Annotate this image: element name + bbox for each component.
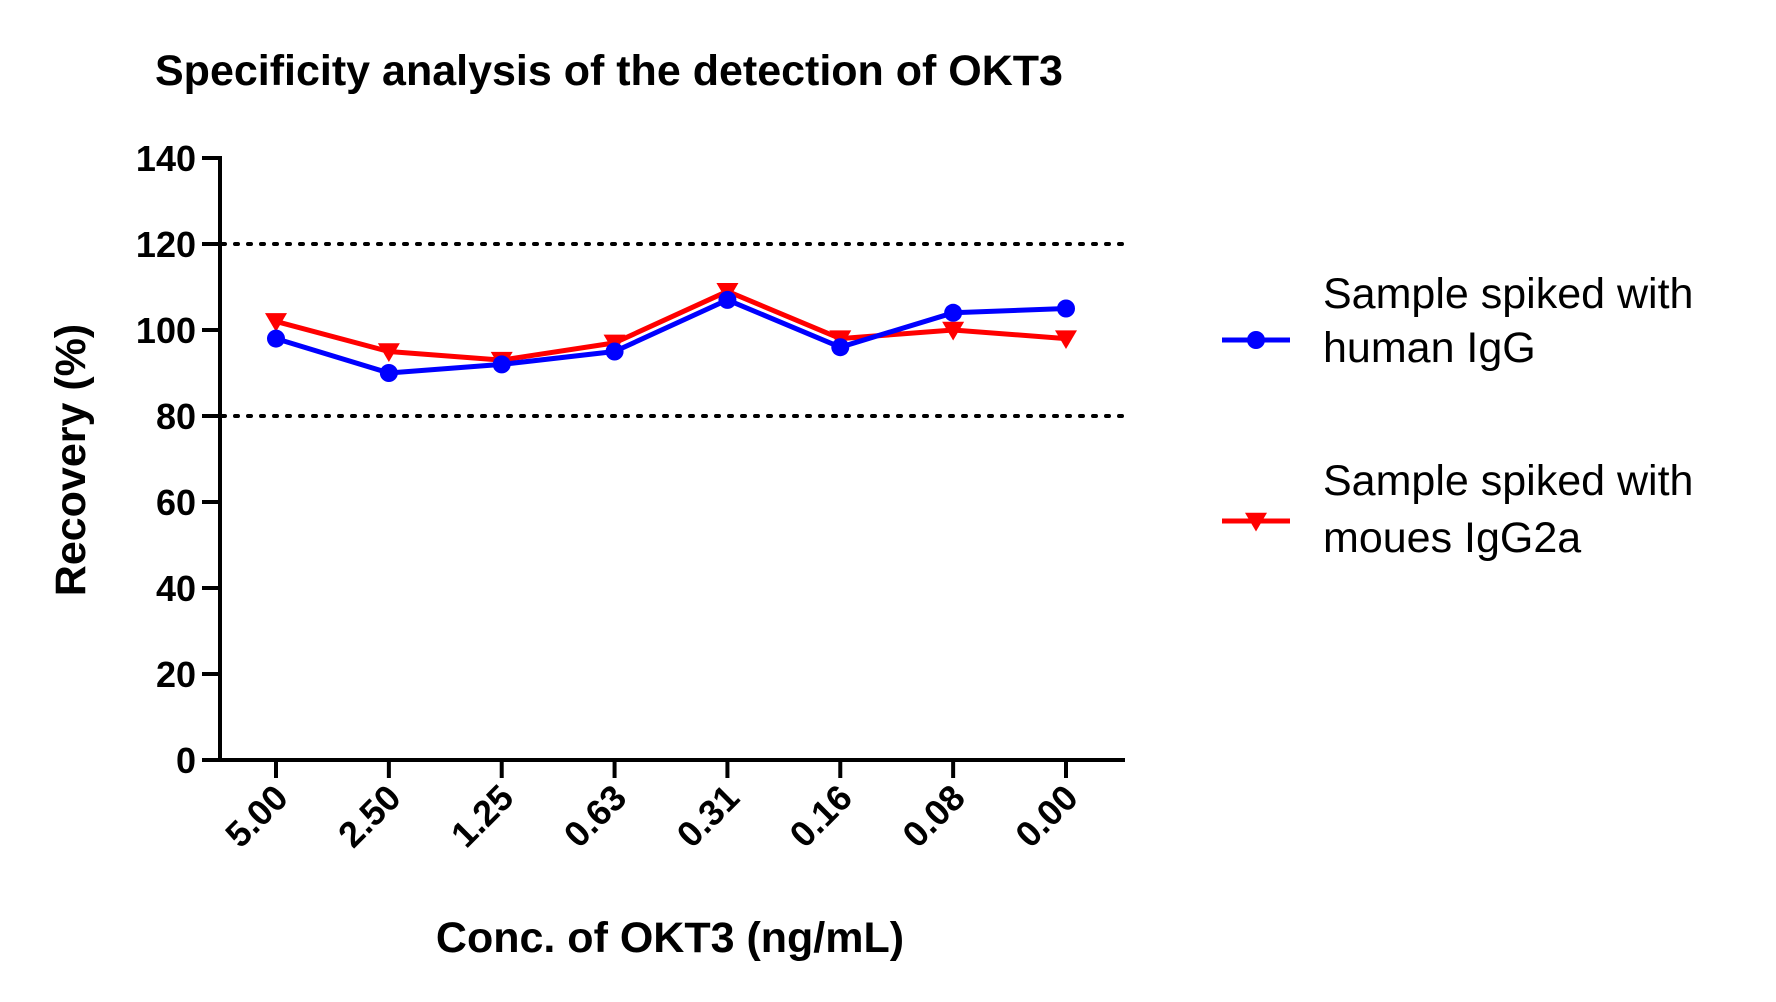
series-1-point [605, 342, 624, 361]
series-1-point [492, 355, 511, 374]
y-tick-label: 140 [136, 138, 196, 179]
series-1-point [1057, 299, 1075, 318]
plot-area: 0 20 40 60 80 100 120 140 5.00 2.50 1.25 0.63 0.31 0.… [136, 138, 1132, 856]
y-tick-label: 100 [136, 310, 196, 351]
y-tick-label: 60 [156, 482, 196, 523]
x-tick-label: 1.25 [443, 777, 522, 856]
x-axis-title: Conc. of OKT3 (ng/mL) [436, 914, 904, 962]
legend-label-1: human IgG [1323, 324, 1536, 372]
series-1-point [267, 329, 285, 348]
legend-marker-2 [1245, 512, 1267, 532]
legend-label-2: Sample spiked with [1323, 457, 1693, 505]
x-tick-label: 0.63 [556, 777, 635, 856]
series-2-point [265, 313, 287, 332]
y-tick-label: 120 [136, 224, 196, 265]
legend-label-2: moues IgG2a [1323, 514, 1581, 562]
legend-marker-1 [1247, 331, 1265, 349]
x-tick-label: 0.31 [669, 777, 748, 856]
x-tick-label: 0.08 [894, 777, 973, 856]
series-line-2 [275, 288, 1067, 363]
series-2-point [377, 343, 400, 362]
legend-label-1: Sample spiked with [1323, 270, 1693, 318]
chart-title: Specificity analysis of the detection of… [155, 47, 1063, 95]
x-tick-label: 2.50 [330, 777, 409, 856]
series-1-point [379, 364, 398, 382]
series-line-1 [275, 297, 1067, 376]
y-tick-label: 40 [156, 568, 196, 609]
y-tick-label: 80 [156, 396, 196, 437]
series-2-point [942, 321, 965, 341]
series-1-point [944, 303, 963, 322]
y-axis-title: Recovery (%) [47, 324, 95, 596]
x-tick-label: 0.00 [1007, 777, 1086, 856]
legend: Sample spiked with human IgG Sample spiked… [1222, 270, 1693, 562]
x-tick-label: 0.16 [781, 777, 860, 856]
y-tick-label: 20 [156, 654, 196, 695]
y-tick-label: 0 [176, 740, 196, 781]
series-1-point [831, 338, 850, 357]
x-tick-label: 5.00 [217, 777, 296, 856]
series-2-point [1055, 330, 1077, 350]
series-1-point [718, 290, 737, 309]
